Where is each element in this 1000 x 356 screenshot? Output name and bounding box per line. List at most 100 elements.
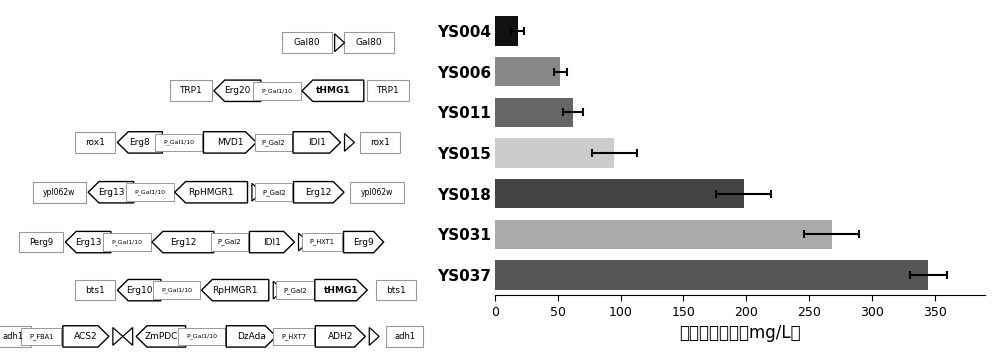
Polygon shape xyxy=(175,182,248,203)
Text: bts1: bts1 xyxy=(386,286,406,295)
Text: Gal80: Gal80 xyxy=(355,38,382,47)
Bar xyxy=(495,16,518,46)
FancyBboxPatch shape xyxy=(126,183,174,201)
Polygon shape xyxy=(113,328,123,345)
FancyBboxPatch shape xyxy=(211,233,248,251)
Polygon shape xyxy=(117,279,161,301)
Text: P_Gal1/10: P_Gal1/10 xyxy=(262,88,293,94)
Polygon shape xyxy=(298,233,308,251)
Text: P_Gal1/10: P_Gal1/10 xyxy=(134,189,165,195)
FancyBboxPatch shape xyxy=(376,280,416,300)
Text: adh1: adh1 xyxy=(394,332,415,341)
Text: P_HXT1: P_HXT1 xyxy=(310,239,335,245)
Bar xyxy=(495,179,744,208)
Polygon shape xyxy=(345,134,354,151)
Bar xyxy=(495,220,832,249)
Text: IDI1: IDI1 xyxy=(308,138,326,147)
Text: P_Gal1/10: P_Gal1/10 xyxy=(161,287,192,293)
Polygon shape xyxy=(63,326,109,347)
FancyBboxPatch shape xyxy=(153,281,200,299)
FancyBboxPatch shape xyxy=(0,326,31,347)
Text: Erg12: Erg12 xyxy=(170,237,196,247)
Text: Erg10: Erg10 xyxy=(126,286,152,295)
Text: P_Gal1/10: P_Gal1/10 xyxy=(186,334,217,339)
Text: Erg13: Erg13 xyxy=(75,237,101,247)
Text: bts1: bts1 xyxy=(85,286,105,295)
FancyBboxPatch shape xyxy=(302,233,342,251)
Text: P_Gal2: P_Gal2 xyxy=(262,189,286,195)
Text: IDI1: IDI1 xyxy=(263,237,281,247)
Text: P_Gal2: P_Gal2 xyxy=(218,239,241,245)
Polygon shape xyxy=(315,279,367,301)
Polygon shape xyxy=(249,231,295,253)
Text: Erg8: Erg8 xyxy=(129,138,150,147)
Text: adh1: adh1 xyxy=(2,332,23,341)
Polygon shape xyxy=(293,132,341,153)
Text: P_Gal1/10: P_Gal1/10 xyxy=(163,140,194,145)
Text: TRP1: TRP1 xyxy=(179,86,202,95)
FancyBboxPatch shape xyxy=(282,32,332,53)
FancyBboxPatch shape xyxy=(276,281,314,299)
FancyBboxPatch shape xyxy=(360,132,400,153)
FancyBboxPatch shape xyxy=(255,134,292,151)
FancyBboxPatch shape xyxy=(155,134,202,151)
Text: tHMG1: tHMG1 xyxy=(316,86,350,95)
Text: DzAda: DzAda xyxy=(237,332,266,341)
Text: Gal80: Gal80 xyxy=(294,38,320,47)
Text: P_Gal1/10: P_Gal1/10 xyxy=(112,239,143,245)
FancyBboxPatch shape xyxy=(178,328,225,345)
FancyBboxPatch shape xyxy=(170,80,212,101)
FancyBboxPatch shape xyxy=(253,82,301,100)
Bar xyxy=(495,138,614,168)
Text: Erg12: Erg12 xyxy=(306,188,332,197)
X-axis label: 橙花叔醇产量（mg/L）: 橙花叔醇产量（mg/L） xyxy=(679,324,801,342)
FancyBboxPatch shape xyxy=(33,182,86,203)
Text: ypl062w: ypl062w xyxy=(361,188,393,197)
Polygon shape xyxy=(88,182,134,203)
Text: Erg20: Erg20 xyxy=(224,86,251,95)
Text: RpHMGR1: RpHMGR1 xyxy=(212,286,258,295)
FancyBboxPatch shape xyxy=(367,80,409,101)
FancyBboxPatch shape xyxy=(75,132,115,153)
Text: ADH2: ADH2 xyxy=(328,332,353,341)
Text: P_FBA1: P_FBA1 xyxy=(29,333,53,340)
Polygon shape xyxy=(273,281,283,299)
Text: Erg9: Erg9 xyxy=(353,237,374,247)
Polygon shape xyxy=(201,279,269,301)
Polygon shape xyxy=(369,328,379,345)
FancyBboxPatch shape xyxy=(75,280,115,300)
Text: ypl062w: ypl062w xyxy=(43,188,76,197)
Polygon shape xyxy=(315,326,365,347)
Text: P_Gal2: P_Gal2 xyxy=(283,287,307,293)
FancyBboxPatch shape xyxy=(255,183,292,201)
FancyBboxPatch shape xyxy=(19,232,63,252)
Polygon shape xyxy=(226,326,276,347)
Polygon shape xyxy=(302,80,364,101)
Bar xyxy=(495,261,928,290)
FancyBboxPatch shape xyxy=(21,328,61,345)
FancyBboxPatch shape xyxy=(350,182,404,203)
Text: ACS2: ACS2 xyxy=(74,332,98,341)
Polygon shape xyxy=(214,80,261,101)
Polygon shape xyxy=(203,132,256,153)
Text: tHMG1: tHMG1 xyxy=(324,286,358,295)
Text: TRP1: TRP1 xyxy=(376,86,399,95)
Bar xyxy=(495,98,573,127)
Text: Erg13: Erg13 xyxy=(98,188,124,197)
Polygon shape xyxy=(117,132,162,153)
Bar xyxy=(495,57,560,87)
FancyBboxPatch shape xyxy=(103,233,151,251)
Polygon shape xyxy=(252,183,262,201)
Text: P_Gal2: P_Gal2 xyxy=(261,139,285,146)
Text: MVD1: MVD1 xyxy=(217,138,243,147)
Text: rox1: rox1 xyxy=(85,138,105,147)
FancyBboxPatch shape xyxy=(344,32,394,53)
Polygon shape xyxy=(65,231,111,253)
Text: ZmPDC: ZmPDC xyxy=(144,332,178,341)
Polygon shape xyxy=(123,328,133,345)
Polygon shape xyxy=(152,231,214,253)
Text: rox1: rox1 xyxy=(370,138,390,147)
FancyBboxPatch shape xyxy=(386,326,423,347)
FancyBboxPatch shape xyxy=(273,328,314,345)
Text: RpHMGR1: RpHMGR1 xyxy=(188,188,234,197)
